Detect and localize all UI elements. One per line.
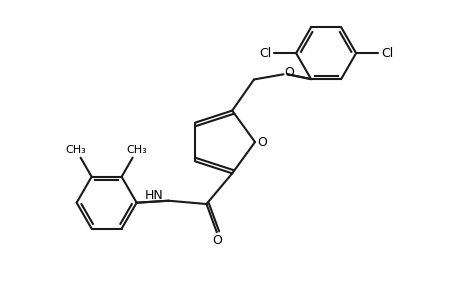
Text: O: O bbox=[284, 66, 294, 79]
Text: O: O bbox=[211, 234, 221, 247]
Text: CH₃: CH₃ bbox=[66, 145, 86, 155]
Text: CH₃: CH₃ bbox=[127, 145, 147, 155]
Text: Cl: Cl bbox=[380, 47, 392, 60]
Text: HN: HN bbox=[145, 189, 163, 202]
Text: O: O bbox=[257, 136, 266, 148]
Text: Cl: Cl bbox=[258, 47, 271, 60]
